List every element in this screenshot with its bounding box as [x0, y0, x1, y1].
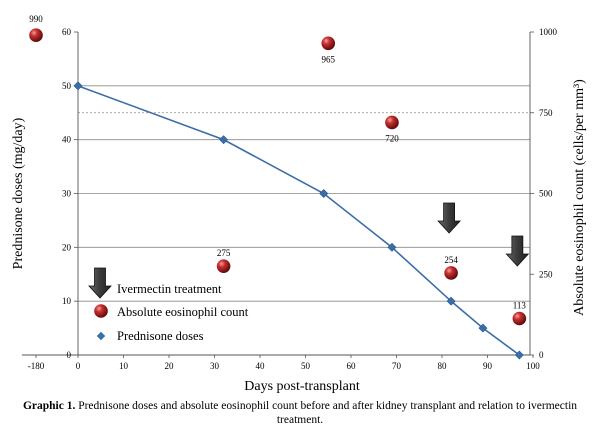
prednisone-point — [387, 242, 397, 252]
eosinophil-data-label: 275 — [217, 248, 231, 258]
marker-layer: 990 275 965 720 254 113 — [29, 14, 530, 360]
y-axis-title-right: Absolute eosinophil count (cells/per mm³… — [572, 79, 587, 316]
legend-arrow-icon — [88, 267, 112, 299]
eosinophil-data-label: 113 — [513, 301, 527, 311]
y-tick-label-right: 250 — [539, 269, 553, 279]
y-tick-label-left: 30 — [62, 189, 72, 199]
figure-caption: Graphic 1. Prednisone doses and absolute… — [4, 399, 596, 427]
caption-label: Graphic 1. — [22, 400, 76, 412]
eosinophil-data-label: 720 — [385, 133, 399, 143]
eosinophil-data-label: 254 — [444, 255, 458, 265]
eosinophil-point — [216, 259, 231, 273]
axes-layer: 0 10 20 30 40 50 60 0 250 500 750 1000 -180 0 10 20 30 40… — [11, 27, 587, 394]
grid-layer — [78, 85, 530, 302]
x-tick-label: 100 — [526, 361, 540, 371]
legend-label: Prednisone doses — [117, 329, 204, 343]
y-tick-label-right: 750 — [539, 108, 553, 118]
y-tick-label-right: 1000 — [539, 27, 558, 37]
prednisone-point — [219, 135, 229, 145]
eosinophil-point — [512, 311, 527, 326]
y-tick-label-left: 10 — [62, 296, 72, 306]
y-tick-label-left: 60 — [62, 27, 72, 37]
x-tick-label: 40 — [256, 361, 266, 371]
y-tick-label-left: 20 — [62, 242, 72, 252]
x-tick-label: 60 — [347, 361, 357, 371]
prednisone-point — [478, 323, 488, 333]
y-tick-label-left: 50 — [62, 81, 72, 91]
y-tick-label-left: 40 — [62, 135, 72, 145]
x-tick-label: 10 — [119, 361, 129, 371]
x-tick-label: 70 — [392, 361, 402, 371]
x-tick-label: 50 — [301, 361, 311, 371]
eosinophil-data-label: 965 — [322, 54, 336, 64]
ivermectin-arrow — [505, 235, 530, 267]
x-axis-title: Days post-transplant — [244, 379, 360, 394]
ivermectin-arrow — [437, 202, 462, 234]
prednisone-point — [319, 188, 329, 199]
eosinophil-point — [321, 36, 336, 51]
legend: Ivermectin treatment Absolute eosinophil … — [88, 267, 249, 343]
y-tick-label-right: 500 — [539, 189, 553, 199]
x-tick-label: 80 — [438, 361, 448, 371]
legend-label: Ivermectin treatment — [117, 282, 222, 296]
y-tick-label-left: 0 — [67, 350, 72, 360]
y-tick-label-right: 0 — [539, 350, 544, 360]
eosinophil-point — [29, 28, 43, 43]
prednisone-point — [73, 81, 83, 91]
legend-ball-icon — [94, 304, 108, 318]
eosinophil-point — [385, 115, 399, 130]
x-tick-label: -180 — [28, 361, 45, 371]
eosinophil-data-label: 990 — [29, 14, 43, 24]
caption-text: Prednisone doses and absolute eosinophil… — [75, 400, 578, 426]
prednisone-point — [446, 296, 456, 306]
x-tick-label: 20 — [165, 361, 175, 371]
eosinophil-point — [444, 266, 458, 280]
x-tick-label: 30 — [210, 361, 220, 371]
legend-diamond-icon — [96, 331, 106, 341]
y-axis-title-left: Prednisone doses (mg/day) — [11, 117, 26, 269]
x-tick-label: 0 — [76, 361, 81, 371]
legend-label: Absolute eosinophil count — [117, 305, 249, 319]
prednisone-point — [514, 350, 524, 360]
x-tick-label: 90 — [483, 361, 493, 371]
